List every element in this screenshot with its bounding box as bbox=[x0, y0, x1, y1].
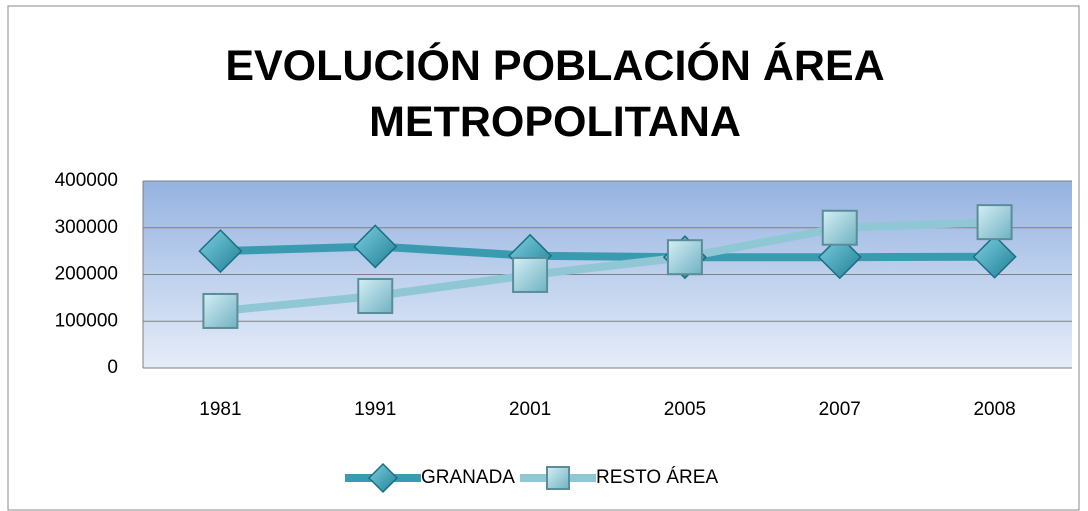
y-tick-label: 400000 bbox=[55, 170, 118, 191]
data-point bbox=[817, 235, 862, 280]
series-line bbox=[220, 218, 995, 315]
y-tick-label: 0 bbox=[107, 357, 118, 378]
data-point bbox=[357, 278, 394, 315]
x-tick-label: 1991 bbox=[354, 399, 396, 420]
legend-label: RESTO ÁREA bbox=[596, 467, 718, 488]
data-point bbox=[972, 234, 1017, 279]
legend-marker bbox=[546, 466, 570, 490]
data-point bbox=[198, 229, 243, 274]
x-tick-label: 2005 bbox=[664, 399, 706, 420]
chart-title: EVOLUCIÓN POBLACIÓN ÁREA METROPOLITANA bbox=[225, 42, 885, 146]
data-point bbox=[512, 256, 549, 293]
data-point bbox=[202, 292, 239, 329]
x-tick-label: 2007 bbox=[819, 399, 861, 420]
series-line bbox=[220, 242, 995, 262]
data-point bbox=[666, 239, 703, 276]
legend-marker bbox=[367, 462, 399, 494]
x-tick-label: 2001 bbox=[509, 399, 551, 420]
legend-label: GRANADA bbox=[421, 467, 515, 488]
y-tick-label: 300000 bbox=[55, 217, 118, 238]
y-tick-label: 200000 bbox=[55, 264, 118, 285]
data-point bbox=[976, 204, 1013, 241]
x-tick-label: 1981 bbox=[199, 399, 241, 420]
x-tick-label: 2008 bbox=[973, 399, 1015, 420]
y-tick-label: 100000 bbox=[55, 310, 118, 331]
data-point bbox=[821, 209, 858, 246]
data-point bbox=[353, 224, 398, 269]
